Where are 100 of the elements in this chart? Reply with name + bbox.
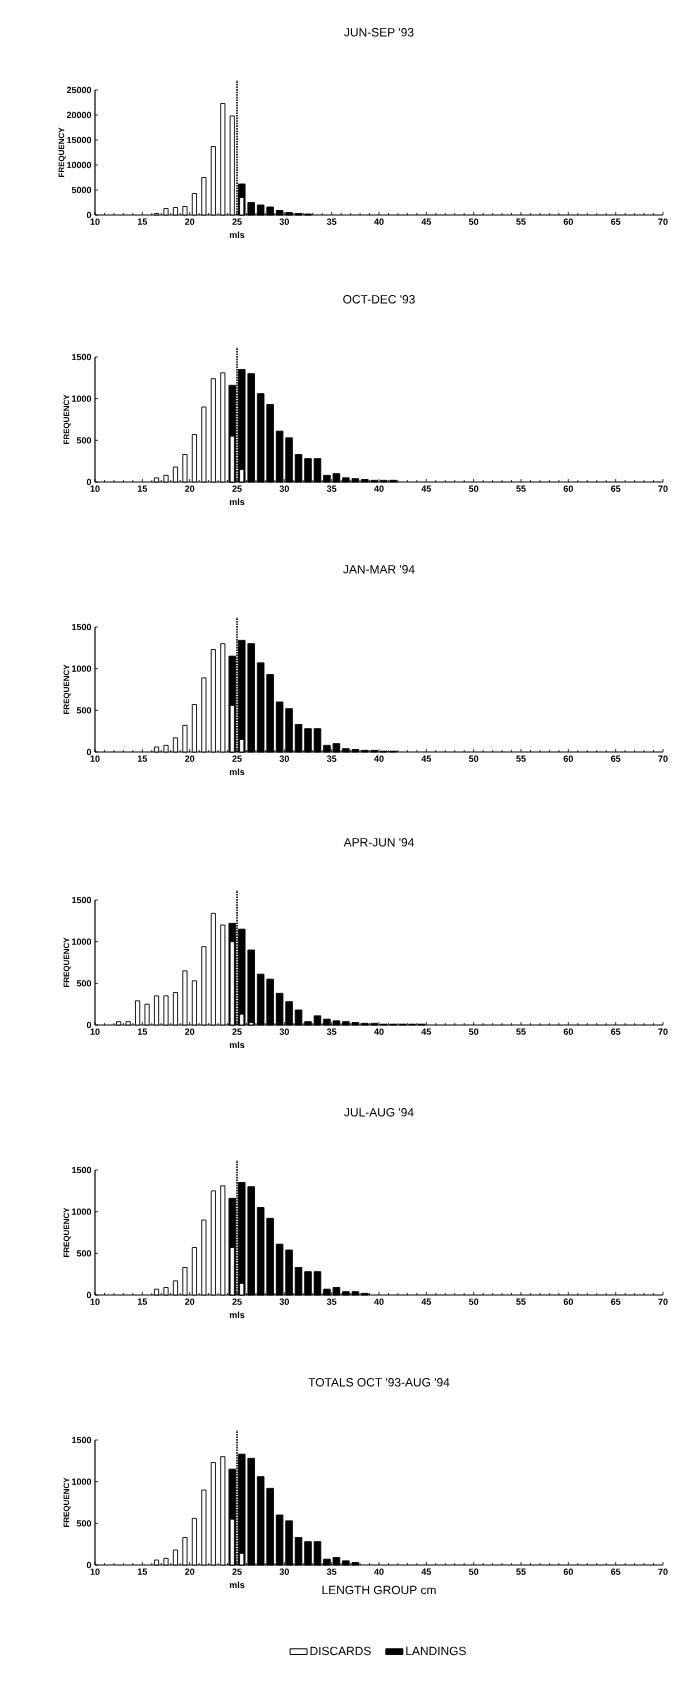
y-tick-label: 0 (86, 478, 92, 486)
x-tick-label: 40 (374, 1568, 384, 1575)
x-tick-label: 40 (374, 1028, 384, 1035)
ref-line-label: mls (229, 231, 245, 239)
x-tick-label: 35 (326, 485, 337, 492)
x-tick-label: 15 (137, 485, 148, 492)
x-tick-label: 60 (563, 1298, 573, 1305)
chart-title: APR-JUN '94 (343, 838, 414, 847)
x-tick-label: 35 (326, 1028, 337, 1035)
x-tick-label: 10 (90, 1568, 100, 1575)
y-tick-label: 500 (76, 437, 92, 444)
x-tick-label: 50 (468, 218, 479, 225)
x-tick-label: 55 (516, 1028, 526, 1035)
x-tick-label: 25 (232, 1028, 242, 1035)
x-tick-label: 40 (374, 755, 384, 762)
x-tick-label: 15 (137, 218, 148, 225)
x-tick-label: 35 (326, 218, 337, 225)
x-tick-label: 65 (611, 1028, 621, 1035)
x-tick-label: 70 (658, 1298, 668, 1305)
x-tick-label: 70 (658, 1568, 668, 1575)
legend-label: DISCARDS (310, 1646, 371, 1656)
y-tick-label: 10000 (67, 161, 92, 169)
y-tick-label: 0 (86, 748, 92, 756)
x-tick-label: 30 (279, 1298, 289, 1305)
x-tick-label: 60 (563, 1028, 573, 1035)
chart-title: TOTALS OCT '93-AUG '94 (308, 1378, 450, 1387)
x-tick-label: 70 (658, 485, 668, 492)
ref-line-label: mls (229, 1581, 245, 1589)
ref-line-label: mls (229, 498, 245, 506)
y-tick-label: 1500 (72, 1166, 92, 1174)
x-tick-label: 20 (184, 1028, 195, 1035)
x-tick-label: 65 (611, 1298, 621, 1305)
y-tick-label: 20000 (66, 111, 92, 119)
x-tick-label: 40 (374, 1298, 384, 1305)
x-tick-label: 25 (232, 1568, 242, 1575)
x-tick-label: 30 (279, 485, 289, 492)
x-tick-label: 10 (90, 755, 100, 762)
x-tick-label: 50 (468, 1298, 479, 1305)
x-tick-label: 60 (563, 485, 573, 492)
y-tick-label: 5000 (71, 186, 92, 194)
x-tick-label: 65 (611, 485, 621, 492)
x-tick-label: 10 (90, 1028, 100, 1035)
y-tick-label: 1500 (72, 353, 92, 361)
x-tick-label: 20 (184, 485, 195, 492)
x-tick-label: 30 (279, 755, 289, 762)
y-tick-label: 1500 (72, 896, 92, 904)
x-tick-label: 50 (468, 1028, 479, 1035)
x-tick-label: 10 (90, 218, 100, 225)
x-tick-label: 45 (421, 485, 432, 492)
x-tick-label: 30 (279, 218, 289, 225)
x-tick-label: 70 (658, 755, 668, 762)
x-tick-label: 55 (516, 218, 526, 225)
chart-title: JAN-MAR '94 (343, 565, 415, 574)
x-tick-label: 65 (611, 755, 621, 762)
x-tick-label: 15 (137, 1028, 148, 1035)
x-tick-label: 25 (232, 1298, 242, 1305)
x-tick-label: 30 (279, 1568, 289, 1575)
x-tick-label: 20 (184, 755, 195, 762)
x-tick-label: 30 (279, 1028, 289, 1035)
x-tick-label: 55 (516, 755, 526, 762)
y-tick-label: 500 (76, 980, 92, 987)
legend-label: LANDINGS (406, 1646, 466, 1656)
y-tick-label: 1000 (72, 1208, 92, 1215)
x-tick-label: 35 (326, 755, 337, 762)
y-tick-label: 500 (76, 707, 92, 714)
x-tick-label: 45 (421, 218, 432, 225)
y-tick-label: 1500 (72, 623, 92, 631)
x-axis-title: LENGTH GROUP cm (322, 1585, 436, 1595)
x-tick-label: 20 (184, 1298, 195, 1305)
chart-title: OCT-DEC '93 (343, 295, 415, 304)
y-tick-label: 15000 (67, 136, 92, 144)
y-tick-label: 0 (86, 1561, 92, 1569)
x-tick-label: 65 (611, 218, 621, 225)
x-tick-label: 20 (184, 1568, 195, 1575)
x-tick-label: 15 (137, 1568, 148, 1575)
y-tick-label: 500 (76, 1250, 92, 1257)
y-tick-label: 1500 (72, 1436, 92, 1444)
x-tick-label: 60 (563, 755, 573, 762)
x-tick-label: 55 (516, 1298, 526, 1305)
x-tick-label: 40 (374, 485, 384, 492)
y-tick-label: 0 (86, 1021, 92, 1029)
x-tick-label: 45 (421, 755, 432, 762)
x-tick-label: 25 (232, 755, 242, 762)
x-tick-label: 55 (516, 1568, 526, 1575)
x-tick-label: 70 (658, 218, 668, 225)
y-tick-label: 1000 (72, 665, 92, 672)
chart-title: JUL-AUG '94 (344, 1108, 414, 1117)
y-tick-label: 1000 (72, 395, 92, 402)
chart-title: JUN-SEP '93 (344, 28, 414, 37)
x-tick-label: 20 (184, 218, 195, 225)
y-tick-label: 0 (86, 211, 92, 219)
y-tick-label: 25000 (66, 86, 92, 94)
x-tick-label: 25 (232, 485, 242, 492)
x-tick-label: 50 (468, 485, 479, 492)
x-tick-label: 45 (421, 1298, 432, 1305)
x-tick-label: 35 (326, 1298, 337, 1305)
ref-line-label: mls (229, 768, 245, 776)
x-tick-label: 35 (326, 1568, 337, 1575)
x-tick-label: 50 (468, 1568, 479, 1575)
y-tick-label: 1000 (72, 1478, 92, 1485)
